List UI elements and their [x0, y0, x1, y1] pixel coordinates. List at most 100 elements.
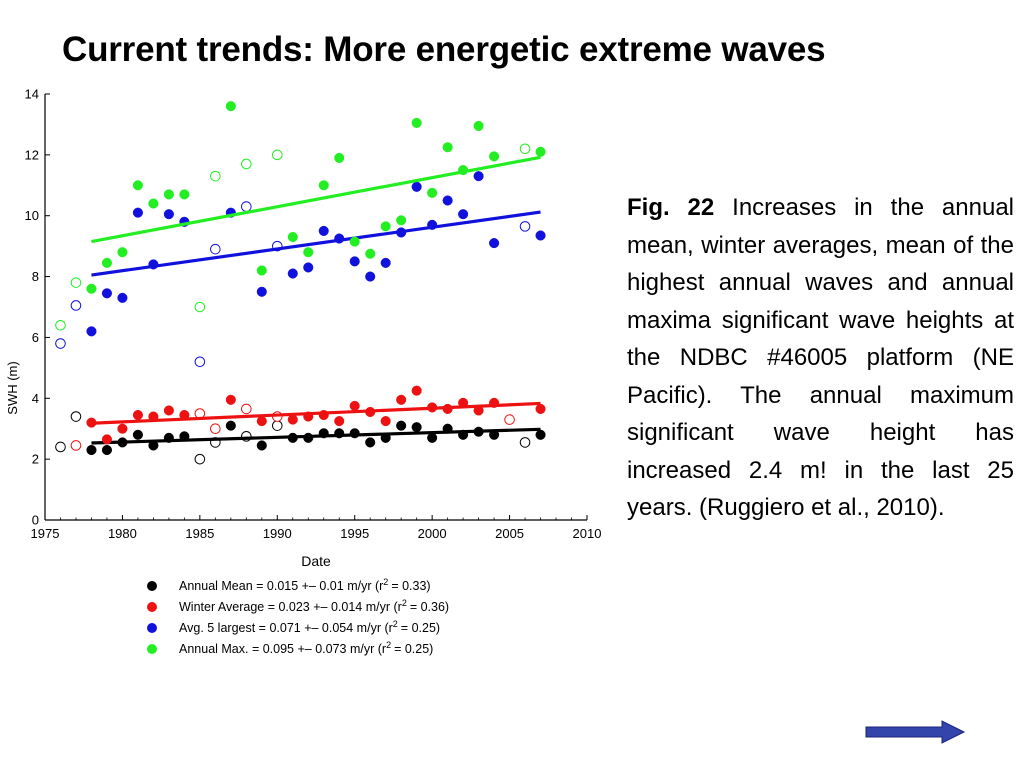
data-point [349, 400, 360, 411]
data-point [489, 151, 500, 162]
open-point [241, 201, 252, 212]
series-1 [70, 385, 546, 451]
x-tick-label: 2000 [418, 526, 447, 541]
open-point [70, 411, 82, 422]
legend-item: Avg. 5 largest = 0.071 +– 0.054 m/yr (r2… [147, 619, 440, 635]
data-point [535, 403, 546, 414]
y-tick-label: 2 [32, 452, 39, 467]
legend-label: Avg. 5 largest = 0.071 +– 0.054 m/yr (r2… [179, 619, 440, 635]
open-point [271, 420, 283, 431]
data-point [163, 405, 174, 416]
trend-line [91, 155, 541, 244]
legend-swatch [147, 644, 157, 654]
plot-area: 1975 1980 1985 1990 1995 2000 2005 2010 0 2 4 6 8 10 1… [25, 87, 602, 542]
data-point [86, 283, 97, 294]
legend-item: Annual Mean = 0.015 +– 0.01 m/yr (r2 = 0.… [147, 577, 431, 593]
data-point [117, 292, 128, 303]
data-point [318, 180, 329, 191]
open-point [210, 423, 221, 435]
data-point [365, 271, 376, 282]
x-tick-label: 1995 [340, 526, 369, 541]
data-point [86, 326, 97, 337]
data-point [256, 416, 267, 427]
data-point [427, 432, 438, 443]
data-point [117, 423, 128, 434]
data-point [148, 198, 159, 209]
data-point [334, 416, 345, 427]
data-point [256, 265, 267, 276]
y-tick-label: 12 [25, 147, 39, 162]
trend-line [91, 401, 541, 425]
data-point [380, 257, 391, 268]
data-point [396, 394, 407, 405]
next-slide-button[interactable] [864, 720, 968, 744]
y-tick-label: 4 [32, 391, 39, 406]
data-point [225, 101, 236, 112]
figure-caption: Fig. 22 Increases in the annual mean, wi… [627, 189, 1014, 527]
data-point [473, 120, 484, 132]
x-tick-label: 2010 [573, 526, 602, 541]
legend-label: Annual Max. = 0.095 +– 0.073 m/yr (r2 = 0… [179, 640, 433, 656]
open-point [241, 158, 252, 170]
data-point [287, 414, 298, 425]
data-point [473, 171, 484, 182]
trend-line [91, 210, 541, 277]
open-point [55, 338, 66, 349]
data-point [411, 117, 422, 128]
data-point [396, 420, 407, 431]
legend-label: Winter Average = 0.023 +– 0.014 m/yr (r2… [179, 598, 449, 614]
data-point [132, 207, 143, 218]
data-point [101, 434, 112, 445]
y-tick-label: 6 [32, 330, 39, 345]
data-point [535, 146, 546, 157]
open-point [70, 277, 82, 288]
data-point [225, 420, 236, 431]
series-2 [55, 171, 546, 368]
y-axis-label: SWH (m) [5, 361, 20, 414]
data-point [365, 437, 376, 448]
swh-trend-chart: 1975 1980 1985 1990 1995 2000 2005 2010 0 2 4 6 8 10 1… [5, 87, 602, 657]
data-point [179, 189, 190, 200]
data-point [380, 221, 391, 232]
data-point [349, 256, 360, 267]
legend-swatch [147, 581, 157, 591]
data-point [411, 181, 422, 192]
open-point [70, 440, 82, 451]
y-tick-label: 14 [25, 87, 39, 102]
legend: Annual Mean = 0.015 +– 0.01 m/yr (r2 = 0.… [147, 577, 449, 656]
data-point [101, 444, 112, 456]
y-tick-label: 8 [32, 269, 39, 284]
data-point [132, 429, 143, 440]
open-point [194, 301, 206, 313]
right-arrow-icon [865, 720, 966, 744]
data-point [132, 409, 143, 421]
x-tick-label: 1985 [185, 526, 214, 541]
data-point [86, 444, 97, 456]
open-point [55, 441, 66, 453]
legend-item: Winter Average = 0.023 +– 0.014 m/yr (r2… [147, 598, 449, 614]
data-point [442, 142, 453, 153]
data-point [132, 180, 143, 191]
x-tick-label: 2005 [495, 526, 524, 541]
open-point [70, 300, 82, 311]
open-point [210, 170, 221, 182]
data-point [318, 225, 329, 236]
open-point [55, 319, 66, 331]
open-point [519, 221, 531, 232]
open-point [194, 356, 206, 368]
open-point [271, 149, 283, 161]
trend-line [91, 427, 541, 445]
open-point [504, 414, 515, 425]
legend-item: Annual Max. = 0.095 +– 0.073 m/yr (r2 = 0… [147, 640, 433, 656]
open-point [241, 403, 252, 415]
data-point [380, 416, 391, 427]
data-point [411, 385, 422, 396]
y-tick-label: 0 [32, 513, 39, 528]
y-tick-label: 10 [25, 208, 39, 223]
data-point [535, 230, 546, 241]
legend-swatch [147, 602, 157, 612]
data-point [117, 247, 128, 258]
data-point [535, 429, 546, 440]
data-point [256, 440, 267, 451]
data-point [458, 209, 469, 220]
